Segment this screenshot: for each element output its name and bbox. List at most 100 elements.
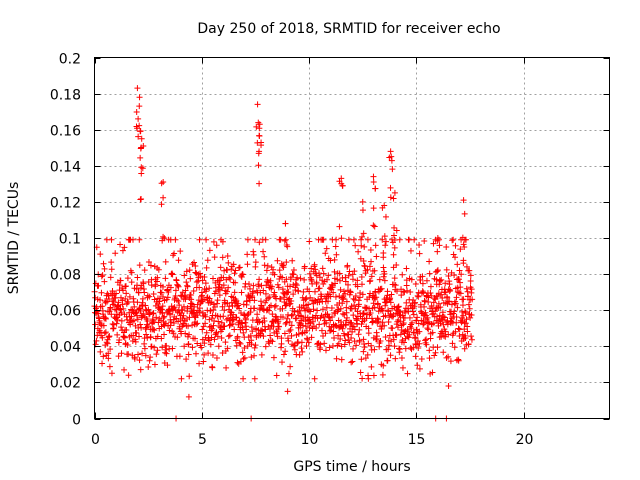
data-point [136, 103, 143, 110]
data-point [369, 319, 376, 326]
data-point [204, 257, 211, 264]
data-point [181, 343, 188, 350]
data-point [101, 278, 108, 285]
data-point [176, 353, 183, 360]
data-point [250, 251, 257, 258]
data-point [211, 254, 218, 261]
data-point [468, 333, 475, 340]
data-point [387, 184, 394, 191]
data-point [381, 322, 388, 329]
data-point [459, 302, 466, 309]
data-point [412, 353, 419, 360]
data-point [287, 274, 294, 281]
data-point [468, 286, 475, 293]
data-point [242, 319, 249, 326]
data-point [124, 341, 131, 348]
data-point [350, 236, 357, 243]
data-point [382, 242, 389, 249]
data-point [341, 332, 348, 339]
data-point [452, 300, 459, 307]
x-axis-label: GPS time / hours [293, 459, 410, 475]
peak-point [381, 202, 388, 209]
data-point [397, 331, 404, 338]
data-point [437, 320, 444, 327]
data-point [435, 290, 442, 297]
data-point [199, 277, 206, 284]
data-point [163, 309, 170, 316]
data-point [364, 236, 371, 243]
data-point [210, 322, 217, 329]
data-point [356, 326, 363, 333]
data-point [181, 292, 188, 299]
data-point [215, 343, 222, 350]
data-point [348, 359, 355, 366]
data-point [392, 282, 399, 289]
data-point [99, 360, 106, 367]
data-point [258, 302, 265, 309]
data-point [442, 280, 449, 287]
data-point [213, 355, 220, 362]
data-point [335, 340, 342, 347]
data-point [126, 309, 133, 316]
data-point [285, 337, 292, 344]
data-point [163, 342, 170, 349]
data-point [240, 375, 247, 382]
data-point [249, 328, 256, 335]
data-point [214, 313, 221, 320]
data-point [244, 343, 251, 350]
data-point [138, 170, 145, 177]
data-point [268, 264, 275, 271]
data-point [92, 321, 99, 328]
data-point [184, 283, 191, 290]
data-point [118, 317, 125, 324]
y-axis-label: SRMTID / TECUs [6, 182, 22, 295]
data-point [454, 304, 461, 311]
data-point [433, 281, 440, 288]
data-point [274, 281, 281, 288]
data-point [384, 288, 391, 295]
data-point [231, 270, 238, 277]
data-point [270, 323, 277, 330]
data-point [339, 300, 346, 307]
data-point [442, 289, 449, 296]
y-tick-label: 0.14 [50, 160, 81, 176]
data-point [409, 319, 416, 326]
data-point [144, 318, 151, 325]
data-point [353, 342, 360, 349]
data-point [403, 282, 410, 289]
data-point [221, 323, 228, 330]
data-point [225, 333, 232, 340]
data-point [393, 332, 400, 339]
data-point [124, 275, 131, 282]
data-point [443, 244, 450, 251]
data-point [345, 272, 352, 279]
data-point [223, 364, 230, 371]
peak-point [460, 197, 467, 204]
data-point [414, 338, 421, 345]
data-point [406, 236, 413, 243]
data-point [137, 321, 144, 328]
data-point [182, 287, 189, 294]
data-point [144, 323, 151, 330]
data-point [460, 260, 467, 267]
data-point [172, 287, 179, 294]
data-point [118, 324, 125, 331]
data-point [396, 236, 403, 243]
data-point [357, 369, 364, 376]
data-point [447, 311, 454, 318]
data-point [381, 233, 388, 240]
data-point [244, 251, 251, 258]
data-point [110, 325, 117, 332]
data-point [430, 299, 437, 306]
data-point [416, 241, 423, 248]
data-point [162, 349, 169, 356]
data-point [462, 309, 469, 316]
data-point [240, 329, 247, 336]
data-point [136, 305, 143, 312]
data-point [372, 242, 379, 249]
data-point [173, 277, 180, 284]
data-point [162, 275, 169, 282]
data-point [401, 289, 408, 296]
data-point [467, 314, 474, 321]
data-point [287, 363, 294, 370]
